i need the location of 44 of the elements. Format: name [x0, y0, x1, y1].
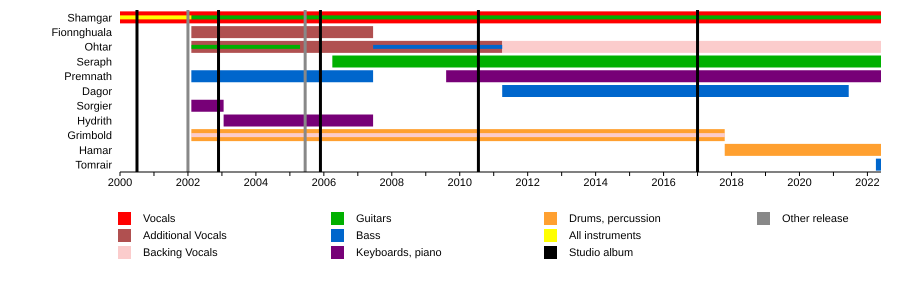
bar: [191, 70, 374, 82]
y-tick-label: Grimbold: [67, 130, 112, 142]
legend-label: Additional Vocals: [143, 230, 227, 242]
bar: [191, 26, 374, 38]
y-tick-label: Hamar: [78, 144, 112, 157]
legend-label: Other release: [782, 212, 849, 224]
y-tick-label: Shamgar: [67, 12, 112, 24]
bar: [876, 158, 881, 171]
x-tick-label: 2008: [380, 176, 404, 189]
bar: [224, 114, 374, 126]
bar: [120, 15, 192, 20]
bar: [446, 70, 881, 82]
legend-label: Drums, percussion: [569, 212, 661, 224]
y-tick-label: Dagor: [82, 86, 112, 98]
bar: [502, 85, 849, 97]
legend-label: Bass: [356, 230, 380, 242]
y-tick-label: Ohtar: [84, 42, 112, 54]
y-tick-label: Seraph: [76, 56, 112, 68]
x-tick-label: 2002: [176, 176, 200, 189]
bar: [724, 144, 881, 156]
legend-label: Backing Vocals: [143, 246, 218, 258]
x-tick-label: 2022: [855, 176, 880, 189]
y-tick-label: Tomrair: [75, 160, 112, 172]
bar: [191, 100, 224, 112]
legend-label: Vocals: [143, 212, 176, 224]
x-tick-label: 2018: [719, 176, 744, 189]
legend-label: Keyboards, piano: [356, 246, 442, 258]
x-tick-label: 2012: [515, 176, 540, 189]
x-tick-label: 2010: [447, 176, 472, 189]
x-tick-label: 2014: [583, 176, 608, 189]
y-tick-label: Premnath: [64, 71, 112, 84]
legend-label: All instruments: [569, 230, 642, 242]
bar: [191, 15, 881, 20]
x-tick-label: 2004: [244, 176, 268, 189]
y-tick-label: Sorgier: [76, 100, 112, 113]
legend-label: Guitars: [356, 212, 392, 224]
x-tick-label: 2006: [312, 176, 336, 189]
x-tick-label: 2016: [651, 176, 676, 189]
bar: [191, 44, 300, 49]
legend-label: Studio album: [569, 246, 634, 258]
x-tick-label: 2000: [108, 176, 132, 189]
y-tick-label: Hydrith: [77, 115, 112, 128]
x-tick-label: 2020: [787, 176, 812, 189]
y-tick-label: Fionnghuala: [51, 26, 113, 39]
